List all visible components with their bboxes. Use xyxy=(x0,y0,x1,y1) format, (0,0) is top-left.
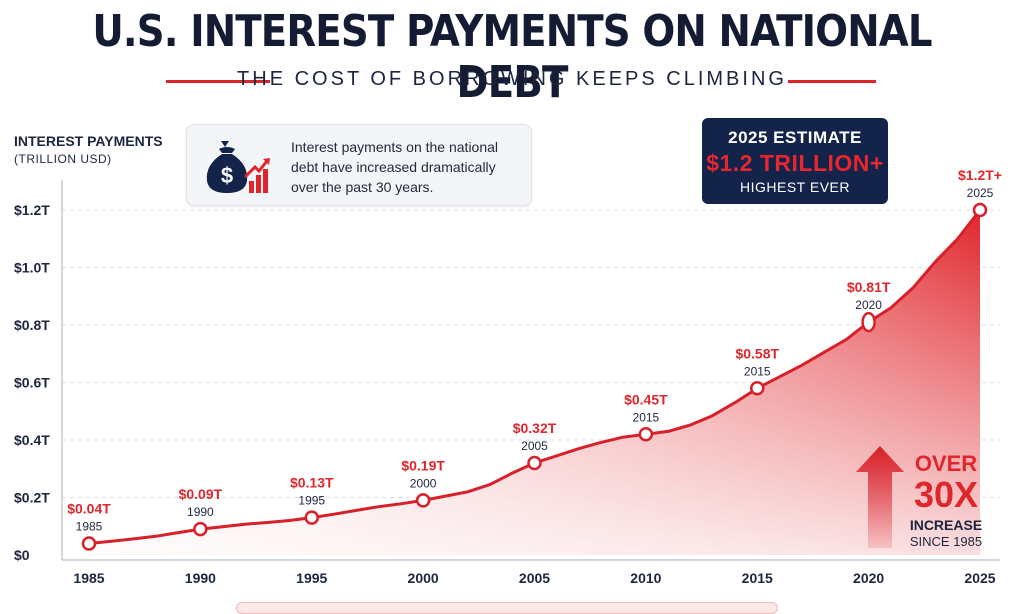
data-year-label: 2015 xyxy=(744,364,771,378)
x-tick-label: 2025 xyxy=(964,570,995,586)
data-label: $0.04T xyxy=(67,501,111,517)
y-tick-label: $0.4T xyxy=(14,432,50,448)
data-label: $0.13T xyxy=(290,475,334,491)
data-year-label: 2020 xyxy=(855,298,882,312)
data-markers: $0.04T 1985 $0.09T 1990 $0.13T 1995 $0.19T 2000… xyxy=(67,167,1002,551)
estimate-note: HIGHEST EVER xyxy=(740,179,850,195)
estimate-heading: 2025 ESTIMATE xyxy=(728,128,862,147)
area-fill xyxy=(89,210,980,555)
y-tick-label: $1.0T xyxy=(14,260,50,276)
x-tick-label: 1985 xyxy=(73,570,104,586)
data-label: $0.32T xyxy=(513,420,557,436)
grid-lines xyxy=(61,180,1000,561)
y-axis-title: INTEREST PAYMENTS (TRILLION USD) xyxy=(14,132,163,168)
data-point xyxy=(750,381,765,396)
page-subtitle: THE COST OF BORROWING KEEPS CLIMBING xyxy=(237,68,787,90)
up-arrow-icon xyxy=(856,446,904,548)
x-tick-label: 2000 xyxy=(408,570,439,586)
svg-text:$: $ xyxy=(221,163,233,188)
subtitle-rule-right xyxy=(788,80,876,83)
data-point xyxy=(193,521,208,537)
data-label: $0.58T xyxy=(735,345,779,361)
data-year-label: 1985 xyxy=(76,520,103,534)
info-callout: $ Interest payments on the national debt… xyxy=(186,124,532,206)
data-point xyxy=(638,427,654,442)
subtitle-rule-left xyxy=(166,80,270,83)
x-tick-label: 1995 xyxy=(296,570,327,586)
data-point xyxy=(415,493,431,508)
data-year-label: 2000 xyxy=(410,476,437,490)
y-tick-label: $1.2T xyxy=(14,202,50,218)
y-axis-ticks: $0 $0.2T $0.4T $0.6T $0.8T $1.0T $1.2T xyxy=(14,202,50,563)
increase-callout: OVER 30X INCREASE SINCE 1985 xyxy=(898,452,994,550)
x-tick-label: 1990 xyxy=(185,570,216,586)
increase-multiple: 30X xyxy=(913,474,979,515)
data-point xyxy=(304,510,319,525)
data-year-label: 1995 xyxy=(298,494,325,508)
x-tick-label: 2020 xyxy=(853,570,884,586)
subtitle-row: THE COST OF BORROWING KEEPS CLIMBING xyxy=(0,66,1024,96)
x-tick-label: 2010 xyxy=(630,570,661,586)
data-label: $0.45T xyxy=(624,391,668,407)
y-axis-label: INTEREST PAYMENTS xyxy=(14,133,163,149)
data-label: $1.2T+ xyxy=(958,167,1002,183)
y-axis-unit: (TRILLION USD) xyxy=(14,152,112,166)
data-year-label: 2015 xyxy=(633,410,660,424)
page-title: U.S. INTEREST PAYMENTS ON NATIONAL DEBT xyxy=(92,6,932,108)
data-label: $0.19T xyxy=(401,457,445,473)
x-tick-label: 2005 xyxy=(519,570,550,586)
info-text: Interest payments on the national debt h… xyxy=(291,139,499,195)
y-tick-label: $0 xyxy=(14,547,30,563)
money-bag-rising-chart-icon: $ xyxy=(206,141,270,193)
data-point xyxy=(81,536,97,551)
data-year-label: 1990 xyxy=(187,505,214,519)
estimate-value: $1.2 TRILLION+ xyxy=(706,150,884,176)
x-axis-ticks: 1985 1990 1995 2000 2005 2010 2015 2020 2025 xyxy=(73,570,995,586)
estimate-badge: 2025 ESTIMATE $1.2 TRILLION+ HIGHEST EVE… xyxy=(702,118,888,204)
y-tick-label: $0.2T xyxy=(14,490,50,506)
y-tick-label: $0.6T xyxy=(14,375,50,391)
y-tick-label: $0.8T xyxy=(14,317,50,333)
area-fade xyxy=(89,210,980,555)
data-point xyxy=(861,311,876,333)
data-year-label: 2005 xyxy=(521,439,548,453)
data-point xyxy=(972,202,988,218)
data-label: $0.09T xyxy=(179,486,223,502)
data-point xyxy=(527,455,542,471)
data-year-label: 2025 xyxy=(967,186,994,200)
x-tick-label: 2015 xyxy=(742,570,773,586)
increase-since: SINCE 1985 xyxy=(909,534,983,549)
increase-label: INCREASE xyxy=(909,517,983,533)
increase-over: OVER xyxy=(914,451,978,476)
footer-note-box xyxy=(236,602,778,614)
data-label: $0.81T xyxy=(847,279,891,295)
